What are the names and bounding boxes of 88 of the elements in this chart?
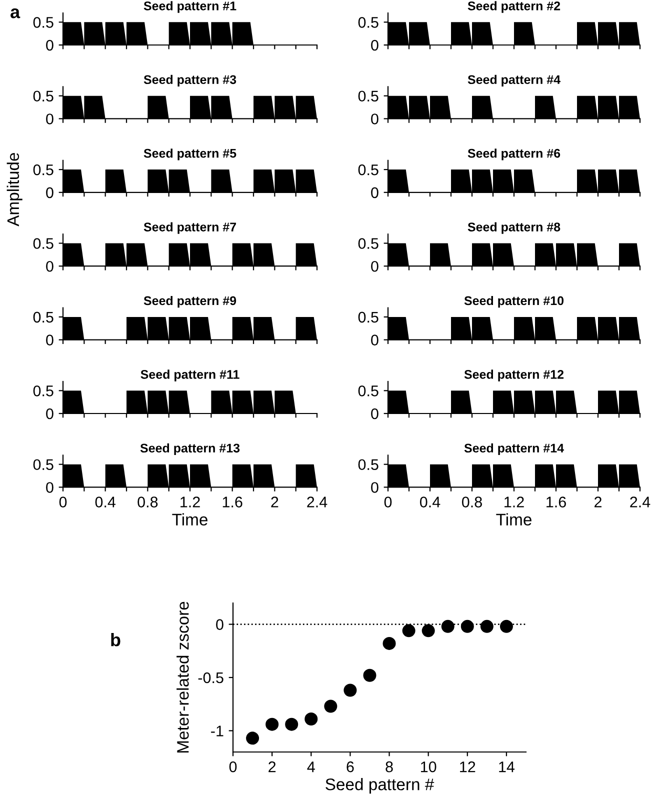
x-tick-label: 1.6 [546, 496, 566, 508]
x-tick-label: 0.8 [462, 496, 482, 508]
chart-title: Seed pattern #1 [144, 1, 236, 13]
y-tick-label: -0.5 [198, 672, 224, 684]
y-tick-label: 0.5 [33, 238, 54, 249]
x-axis-title: Time [172, 513, 208, 526]
point [363, 668, 376, 682]
y-tick-label: 0 [216, 619, 224, 630]
y-tick-label: 0.5 [358, 386, 378, 396]
x-tick-label: 4 [307, 762, 315, 772]
point [382, 636, 396, 650]
x-tick-label: 2.4 [307, 496, 328, 508]
y-tick-label: 0.5 [358, 164, 378, 176]
x-tick-label: 2.4 [630, 496, 650, 508]
y-tick-label: 0.5 [33, 459, 54, 470]
x-tick-label: 0.4 [95, 496, 116, 508]
y-tick-label: 0.5 [358, 312, 378, 323]
point [344, 684, 357, 697]
y-tick-label: 0.5 [33, 164, 54, 176]
point [324, 700, 338, 713]
x-tick-label: 12 [460, 761, 476, 772]
y-tick-label: 0 [46, 260, 54, 272]
x-tick-label: 0 [384, 496, 392, 508]
chart-title: Seed pattern #10 [464, 296, 564, 308]
chart-title: Seed pattern #7 [144, 222, 236, 234]
y-tick-label: 0.5 [358, 459, 378, 470]
point [402, 624, 416, 638]
x-tick-label: 6 [346, 761, 354, 772]
x-axis-title: Seed pattern # [326, 778, 434, 794]
chart-title: Seed pattern #2 [468, 1, 560, 13]
y-tick-label: 0 [46, 334, 54, 346]
point [441, 620, 454, 633]
y-tick-label: 0 [46, 482, 54, 493]
x-tick-label: 1.6 [222, 496, 242, 508]
chart-title: Seed pattern #14 [464, 443, 564, 456]
chart-title: Seed pattern #9 [144, 296, 236, 308]
point [285, 718, 298, 731]
y-tick-label: 0 [371, 334, 378, 346]
x-tick-label: 2 [268, 761, 276, 772]
x-tick-label: 10 [421, 761, 436, 772]
x-tick-label: 14 [499, 762, 515, 772]
x-tick-label: 0.8 [138, 496, 158, 508]
chart-title: Seed pattern #3 [144, 74, 236, 87]
chart-title: Seed pattern #11 [140, 370, 240, 382]
point [304, 712, 318, 726]
chart-title: Seed pattern #13 [140, 443, 240, 456]
y-tick-label: 0 [371, 187, 378, 198]
y-tick-label: 0 [46, 114, 54, 124]
point [480, 620, 494, 633]
chart-title: Seed pattern #12 [464, 370, 564, 382]
y-tick-label: 0 [371, 114, 378, 124]
x-axis-title: Time [496, 513, 532, 526]
y-tick-label: 0 [46, 40, 54, 51]
x-tick-label: 2 [594, 496, 602, 508]
chart-title: Seed pattern #5 [144, 148, 236, 160]
y-tick-label: 0 [371, 40, 378, 51]
y-tick-label: 0.5 [33, 17, 54, 28]
y-tick-label: 0.5 [358, 90, 378, 102]
x-tick-label: 2 [271, 496, 278, 508]
y-tick-label: 0.5 [33, 386, 54, 396]
text: b [111, 633, 120, 646]
y-tick-label: 0.5 [358, 238, 378, 249]
y-tick-label: 0 [46, 408, 54, 420]
y-tick-label: 0.5 [358, 17, 378, 28]
chart-title: Seed pattern #4 [468, 74, 560, 87]
x-tick-label: 0 [59, 496, 67, 508]
point [422, 624, 435, 638]
chart-title: Seed pattern #8 [468, 222, 560, 234]
point [500, 620, 513, 633]
chart-title: Seed pattern #6 [468, 148, 560, 160]
text: a [10, 8, 20, 18]
x-tick-label: 1.2 [504, 496, 524, 508]
x-tick-label: 0 [229, 761, 237, 772]
y-axis-title: Amplitude [6, 152, 22, 226]
y-tick-label: 0.5 [33, 312, 54, 323]
x-tick-label: 0.4 [420, 496, 440, 508]
y-axis-title: Meter-related zscore [176, 602, 189, 753]
point [246, 732, 260, 745]
y-tick-label: 0 [371, 482, 378, 493]
y-tick-label: -1 [211, 726, 224, 736]
y-tick-label: 0 [371, 408, 378, 420]
x-tick-label: 8 [386, 761, 393, 772]
y-tick-label: 0.5 [33, 90, 54, 102]
y-tick-label: 0 [371, 260, 378, 272]
x-tick-label: 1.2 [180, 496, 200, 508]
point [460, 620, 474, 633]
point [266, 718, 279, 731]
y-tick-label: 0 [46, 187, 54, 198]
